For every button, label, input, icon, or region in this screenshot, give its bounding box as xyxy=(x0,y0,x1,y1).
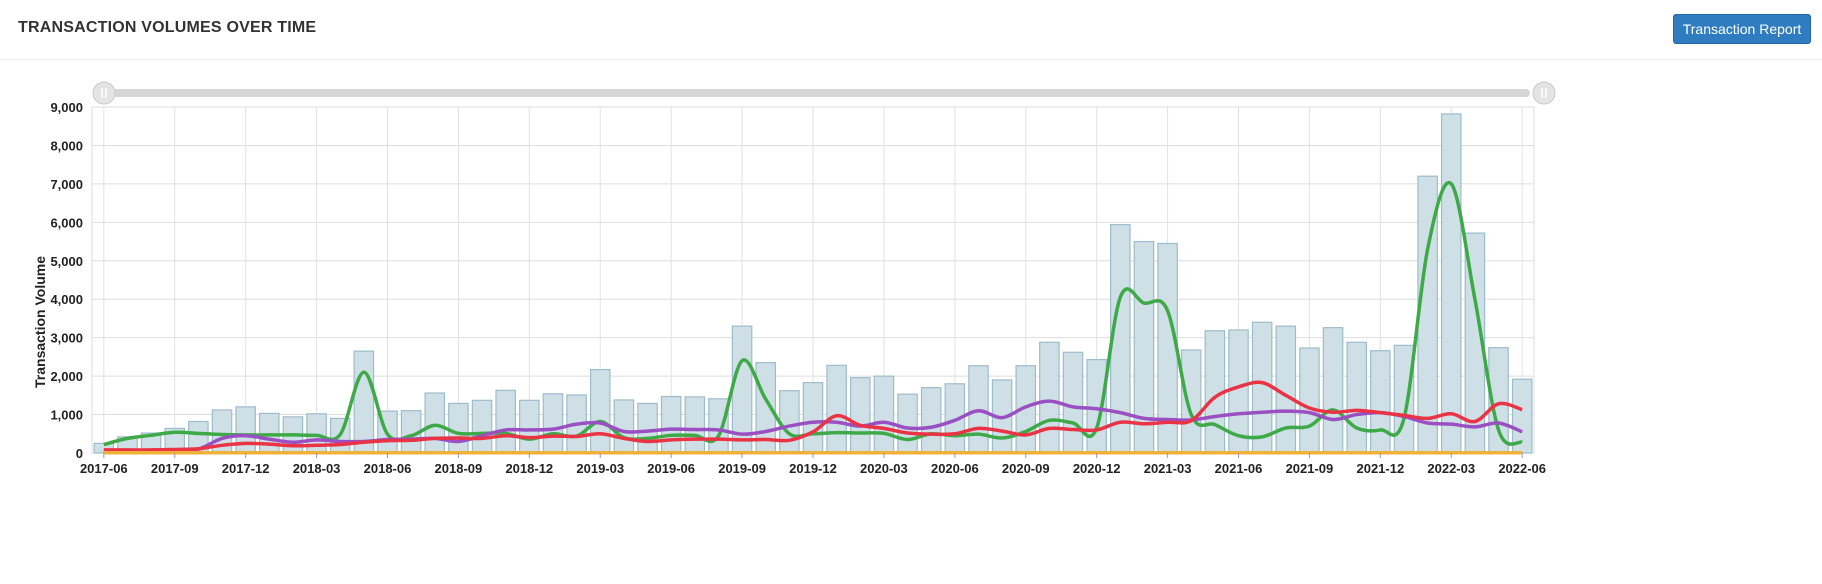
bar-2018-12 xyxy=(519,399,540,454)
x-tick-label: 2017-09 xyxy=(151,461,199,476)
bar-2017-12 xyxy=(235,406,256,454)
transaction-report-button[interactable]: Transaction Report xyxy=(1673,14,1811,44)
range-slider-track[interactable] xyxy=(98,89,1530,97)
bar-2018-08 xyxy=(424,392,446,454)
y-tick-label: 0 xyxy=(76,446,83,461)
x-tick-label: 2020-03 xyxy=(860,461,908,476)
bar-2022-03 xyxy=(1440,113,1462,454)
bar-2021-04 xyxy=(1180,349,1202,454)
x-axis-ticks: 2017-06 2017-09 2017-12 2018-03 2018-06 2018-… xyxy=(80,453,1546,476)
bar-2018-09 xyxy=(448,402,469,454)
bar-2020-01 xyxy=(826,364,847,454)
bar-2021-12 xyxy=(1370,350,1391,454)
bar-2019-01 xyxy=(542,393,564,454)
bar-2020-03 xyxy=(873,375,895,454)
y-tick-label: 2,000 xyxy=(50,369,83,384)
x-tick-label: 2017-12 xyxy=(222,461,270,476)
bar-2019-08 xyxy=(708,398,729,454)
bar-2021-09 xyxy=(1299,347,1320,454)
x-tick-label: 2018-09 xyxy=(435,461,483,476)
x-tick-label: 2019-06 xyxy=(647,461,695,476)
x-tick-label: 2022-03 xyxy=(1427,461,1475,476)
bar-2021-10 xyxy=(1322,327,1344,454)
y-tick-label: 4,000 xyxy=(50,292,83,307)
y-tick-label: 9,000 xyxy=(50,100,83,115)
bar-2019-11 xyxy=(779,390,800,454)
x-tick-label: 2022-06 xyxy=(1498,461,1546,476)
x-tick-label: 2019-03 xyxy=(576,461,624,476)
x-tick-label: 2021-09 xyxy=(1286,461,1334,476)
x-tick-label: 2017-06 xyxy=(80,461,128,476)
bar-2018-05 xyxy=(353,350,375,454)
bar-2020-10 xyxy=(1039,341,1060,454)
range-slider-left-handle[interactable] xyxy=(92,81,116,105)
x-tick-label: 2020-12 xyxy=(1073,461,1121,476)
bar-2022-01 xyxy=(1393,344,1415,454)
bar-2019-04 xyxy=(613,399,635,454)
x-tick-label: 2021-03 xyxy=(1144,461,1192,476)
chart-header: TRANSACTION VOLUMES OVER TIME Transactio… xyxy=(0,0,1822,60)
bar-2019-05 xyxy=(637,402,658,454)
y-tick-label: 7,000 xyxy=(50,177,83,192)
y-tick-label: 8,000 xyxy=(50,138,83,153)
y-tick-label: 6,000 xyxy=(50,215,83,230)
x-tick-label: 2021-12 xyxy=(1356,461,1404,476)
x-tick-label: 2021-06 xyxy=(1215,461,1263,476)
bar-2021-11 xyxy=(1346,341,1367,454)
y-tick-label: 1,000 xyxy=(50,408,83,423)
bar-2020-11 xyxy=(1062,351,1084,454)
y-tick-label: 5,000 xyxy=(50,254,83,269)
x-tick-label: 2020-06 xyxy=(931,461,979,476)
bar-2019-07 xyxy=(684,396,706,454)
range-slider[interactable] xyxy=(92,81,1556,105)
line-series-0 xyxy=(103,180,1523,447)
bar-2021-02 xyxy=(1133,240,1155,454)
bar-2019-06 xyxy=(660,395,682,454)
x-tick-label: 2018-06 xyxy=(364,461,412,476)
bar-2020-05 xyxy=(920,387,942,454)
bar-2018-11 xyxy=(495,389,516,454)
x-tick-label: 2020-09 xyxy=(1002,461,1050,476)
range-slider-right-handle[interactable] xyxy=(1532,81,1556,105)
line-series-2 xyxy=(103,380,1523,452)
x-tick-label: 2019-12 xyxy=(789,461,837,476)
bar-2020-04 xyxy=(897,393,918,454)
page-title: TRANSACTION VOLUMES OVER TIME xyxy=(18,19,317,36)
bar-2019-03 xyxy=(589,368,611,454)
y-axis-ticks: 0 1,000 2,000 3,000 4,000 5,000 6,000 7,000 8,00… xyxy=(50,100,83,461)
bar-2020-12 xyxy=(1086,358,1107,454)
y-axis-label: Transaction Volume xyxy=(32,256,48,388)
x-tick-label: 2018-03 xyxy=(293,461,341,476)
transaction-volume-chart: 0 1,000 2,000 3,000 4,000 5,000 6,000 7,000 8,00… xyxy=(32,81,1556,476)
bar-2020-02 xyxy=(849,377,871,454)
line-series-1 xyxy=(103,399,1523,453)
x-tick-label: 2018-12 xyxy=(505,461,553,476)
bar-2018-10 xyxy=(471,399,493,454)
y-tick-label: 3,000 xyxy=(50,331,83,346)
x-tick-label: 2019-09 xyxy=(718,461,766,476)
bar-2019-12 xyxy=(802,382,824,454)
line-series xyxy=(103,180,1523,455)
